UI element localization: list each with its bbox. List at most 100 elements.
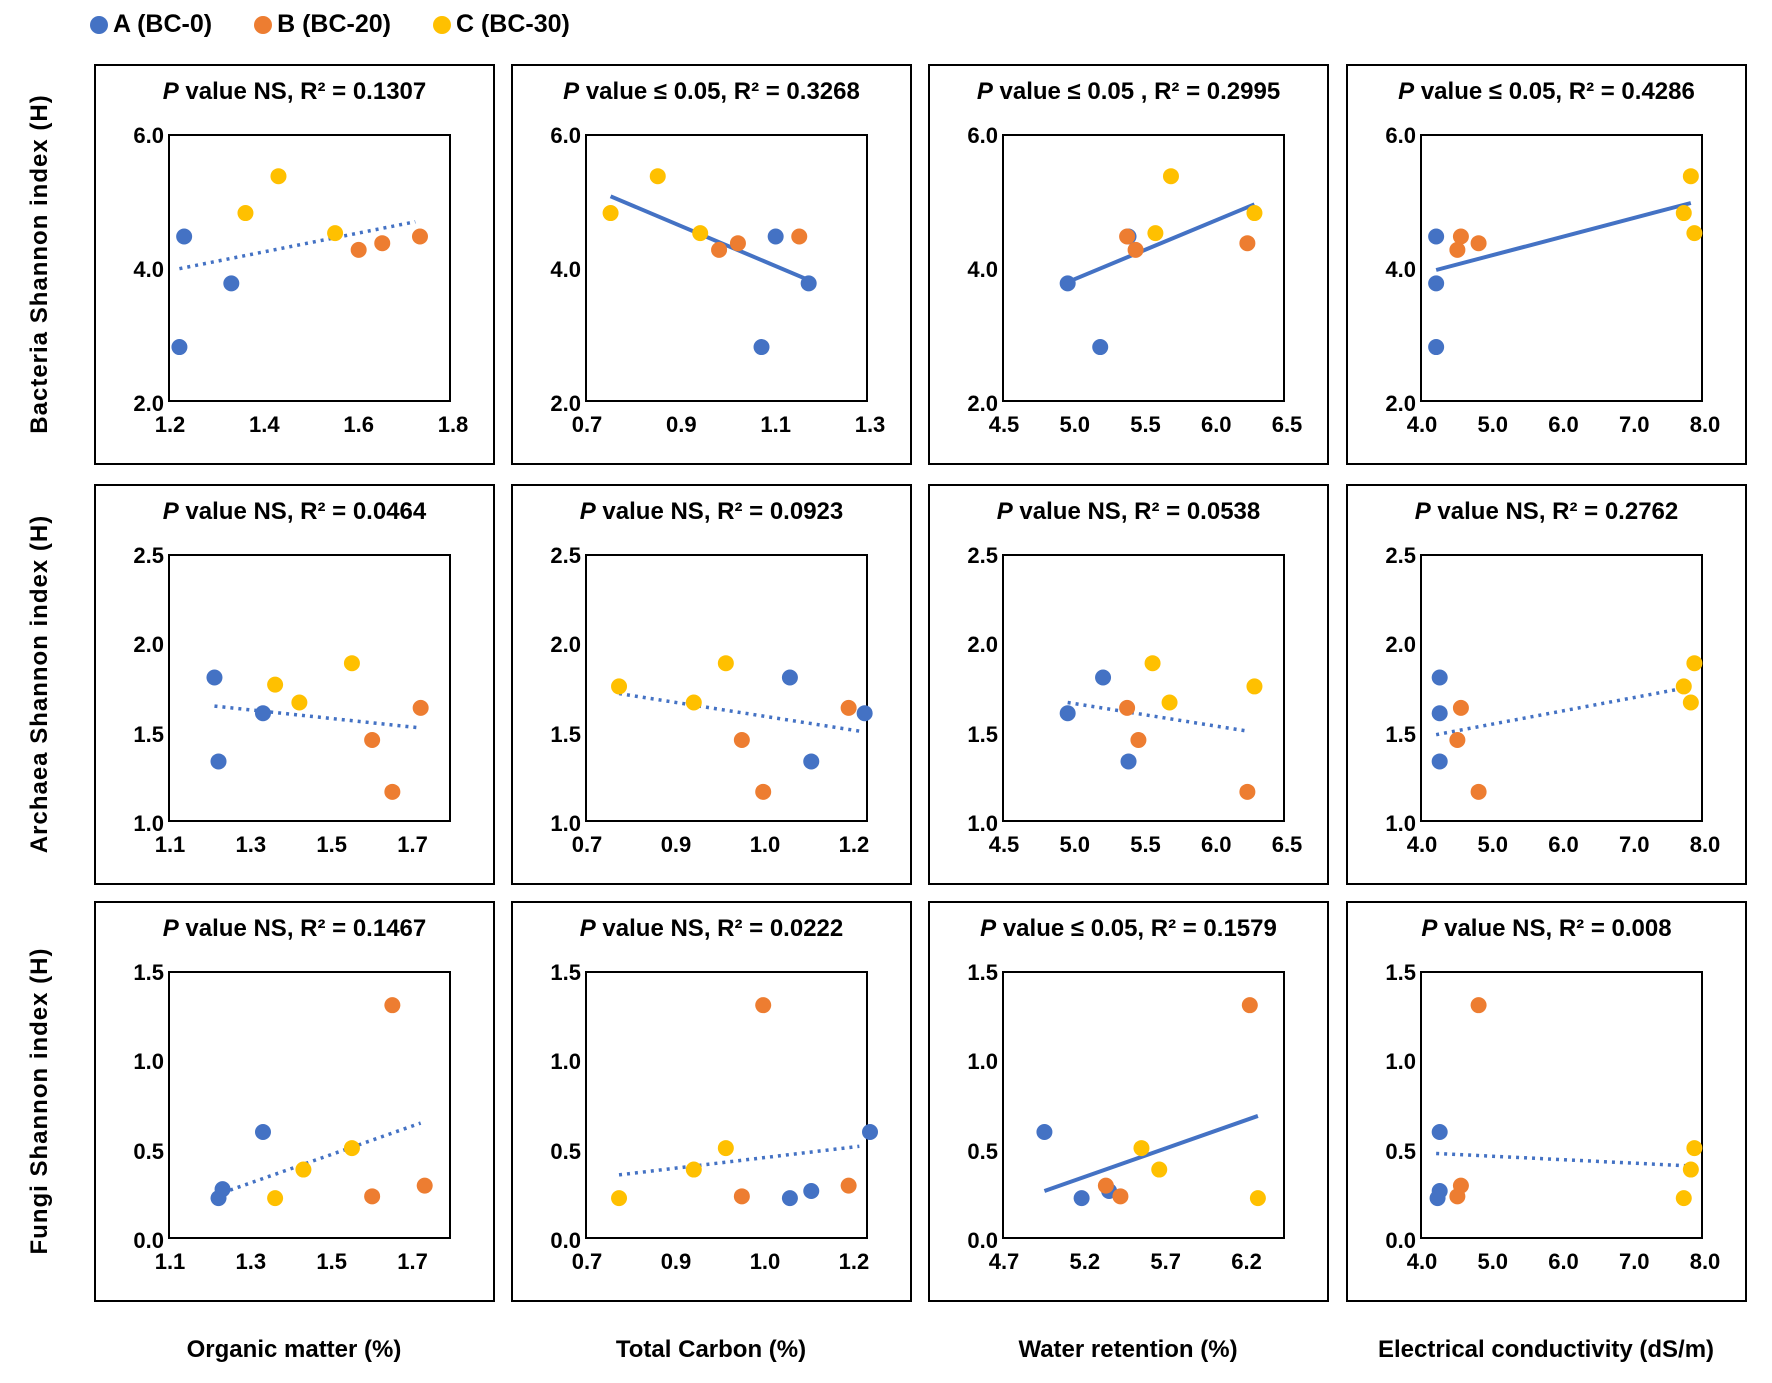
- x-tick-label: 5.0: [1477, 412, 1509, 437]
- data-point-c: [685, 694, 702, 711]
- x-tick-label: 1.5: [316, 832, 347, 857]
- data-point-b: [1449, 1188, 1466, 1205]
- data-point-b: [711, 241, 728, 258]
- y-tick-label: 1.5: [133, 721, 164, 747]
- plot-area: 1.0 1.5 2.0 2.5 4.5 5.0 5.5 6.0 6.5: [967, 543, 1302, 857]
- x-tick-label: 8.0: [1689, 1249, 1721, 1274]
- panel-title: P value NS, R² = 0.0222: [513, 915, 910, 943]
- data-point-c: [267, 676, 284, 693]
- panel-title: P value ≤ 0.05 , R² = 0.2995: [930, 78, 1327, 106]
- x-tick-label: 1.1: [154, 1249, 186, 1274]
- panel-stats: value NS, R² = 0.0222: [595, 915, 844, 942]
- x-tick-label: 7.0: [1618, 1249, 1650, 1274]
- scatter-panel: P value NS, R² = 0.0464 1.0 1.5 2.0 2.5 1.1 1.…: [94, 484, 495, 885]
- plot-area: 0.0 0.5 1.0 1.5 0.7 0.9 1.0 1.2: [550, 960, 878, 1274]
- data-point-b: [1127, 241, 1144, 258]
- y-tick-label: 0.0: [550, 1228, 581, 1253]
- data-point-c: [1675, 205, 1692, 222]
- x-tick-label: 4.0: [1406, 1249, 1438, 1274]
- panel-stats: value NS, R² = 0.0464: [178, 498, 427, 525]
- plot-area: 1.0 1.5 2.0 2.5 4.0 5.0 6.0 7.0 8.0: [1385, 543, 1720, 857]
- y-tick-label: 1.0: [1385, 1049, 1416, 1075]
- x-tick-label: 4.0: [1406, 412, 1438, 437]
- x-tick-label: 1.8: [437, 412, 469, 437]
- data-point-b: [1119, 699, 1136, 716]
- data-point-c: [1675, 678, 1692, 695]
- data-point-c: [717, 655, 734, 672]
- y-tick-label: 1.0: [550, 1049, 581, 1075]
- x-axis-title: Electrical conductivity (dS/m): [1377, 1336, 1715, 1363]
- y-tick-label: 2.5: [550, 543, 581, 568]
- scatter-panel: P value ≤ 0.05, R² = 0.3268 2.0 4.0 6.0 0.7 0…: [511, 64, 912, 465]
- data-point-c: [1682, 1161, 1699, 1178]
- trendline: [1067, 700, 1248, 733]
- x-axis-title: Total Carbon (%): [615, 1336, 807, 1363]
- data-point-c: [602, 205, 619, 222]
- data-point-c: [611, 678, 628, 695]
- y-tick-label: 1.5: [1385, 721, 1416, 747]
- x-tick-label: 4.5: [988, 832, 1020, 857]
- y-tick-label: 1.5: [967, 960, 998, 985]
- p-value-symbol: P: [162, 915, 179, 942]
- trendline: [1435, 686, 1685, 737]
- data-point-a: [1095, 669, 1112, 686]
- scatter-panel: P value NS, R² = 0.0222 0.0 0.5 1.0 1.5 0.7 0.…: [511, 901, 912, 1302]
- x-tick-label: 6.0: [1200, 832, 1232, 857]
- x-tick-label: 1.1: [154, 832, 186, 857]
- y-tick-label: 4.0: [1385, 257, 1416, 282]
- panel-stats: value ≤ 0.05, R² = 0.3268: [579, 78, 860, 105]
- panel-title: P value NS, R² = 0.1467: [96, 915, 493, 943]
- data-point-a: [254, 705, 271, 722]
- p-value-symbol: P: [563, 78, 580, 105]
- data-point-b: [1449, 732, 1466, 749]
- y-tick-label: 1.5: [550, 721, 581, 747]
- y-tick-label: 2.0: [550, 632, 581, 658]
- y-tick-label: 6.0: [1385, 123, 1416, 148]
- data-point-c: [237, 205, 254, 222]
- data-point-a: [1428, 228, 1445, 245]
- y-tick-label: 4.0: [133, 257, 164, 282]
- y-tick-label: 0.5: [967, 1138, 998, 1164]
- trendline: [1435, 201, 1692, 272]
- data-point-b: [733, 732, 750, 749]
- data-point-a: [781, 669, 798, 686]
- plot-area: 1.0 1.5 2.0 2.5 1.1 1.3 1.5 1.7: [133, 543, 451, 857]
- trendline: [609, 194, 810, 282]
- data-point-a: [223, 275, 240, 292]
- panel-title: P value NS, R² = 0.0538: [930, 498, 1327, 526]
- p-value-symbol: P: [1398, 78, 1415, 105]
- y-tick-label: 1.5: [550, 960, 581, 985]
- data-point-b: [416, 1177, 433, 1194]
- x-tick-label: 5.0: [1059, 832, 1091, 857]
- data-point-a: [1431, 669, 1448, 686]
- y-tick-label: 2.5: [967, 543, 998, 568]
- x-tick-label: 1.4: [249, 412, 280, 437]
- x-tick-label: 1.0: [749, 1249, 781, 1274]
- data-point-c: [1675, 1190, 1692, 1207]
- data-point-a: [1428, 275, 1445, 292]
- data-point-c: [1133, 1140, 1150, 1157]
- panel-stats: value NS, R² = 0.1307: [178, 78, 427, 105]
- x-tick-label: 1.5: [316, 1249, 347, 1274]
- data-point-b: [364, 732, 381, 749]
- x-tick-label: 1.1: [760, 412, 791, 437]
- trendline: [1043, 1114, 1259, 1193]
- plot-area: 0.0 0.5 1.0 1.5 4.7 5.2 5.7 6.2: [967, 960, 1285, 1274]
- x-tick-label: 1.6: [343, 412, 374, 437]
- p-value-symbol: P: [996, 498, 1013, 525]
- legend-item-b: B (BC-20): [254, 10, 391, 39]
- plot-svg: [1036, 997, 1266, 1207]
- data-point-a: [1429, 1190, 1446, 1207]
- x-tick-label: 6.2: [1231, 1249, 1262, 1274]
- data-point-c: [1249, 1190, 1266, 1207]
- panel-title: P value NS, R² = 0.2762: [1348, 498, 1745, 526]
- y-tick-label: 6.0: [967, 123, 998, 148]
- data-point-c: [1151, 1161, 1168, 1178]
- data-point-a: [206, 669, 223, 686]
- data-point-a: [1431, 753, 1448, 770]
- plot-svg: [602, 168, 817, 356]
- x-tick-label: 1.7: [397, 832, 428, 857]
- scatter-panel: P value ≤ 0.05, R² = 0.4286 2.0 4.0 6.0 4.0 5…: [1346, 64, 1747, 465]
- data-point-b: [374, 235, 391, 252]
- data-point-a: [1428, 339, 1445, 356]
